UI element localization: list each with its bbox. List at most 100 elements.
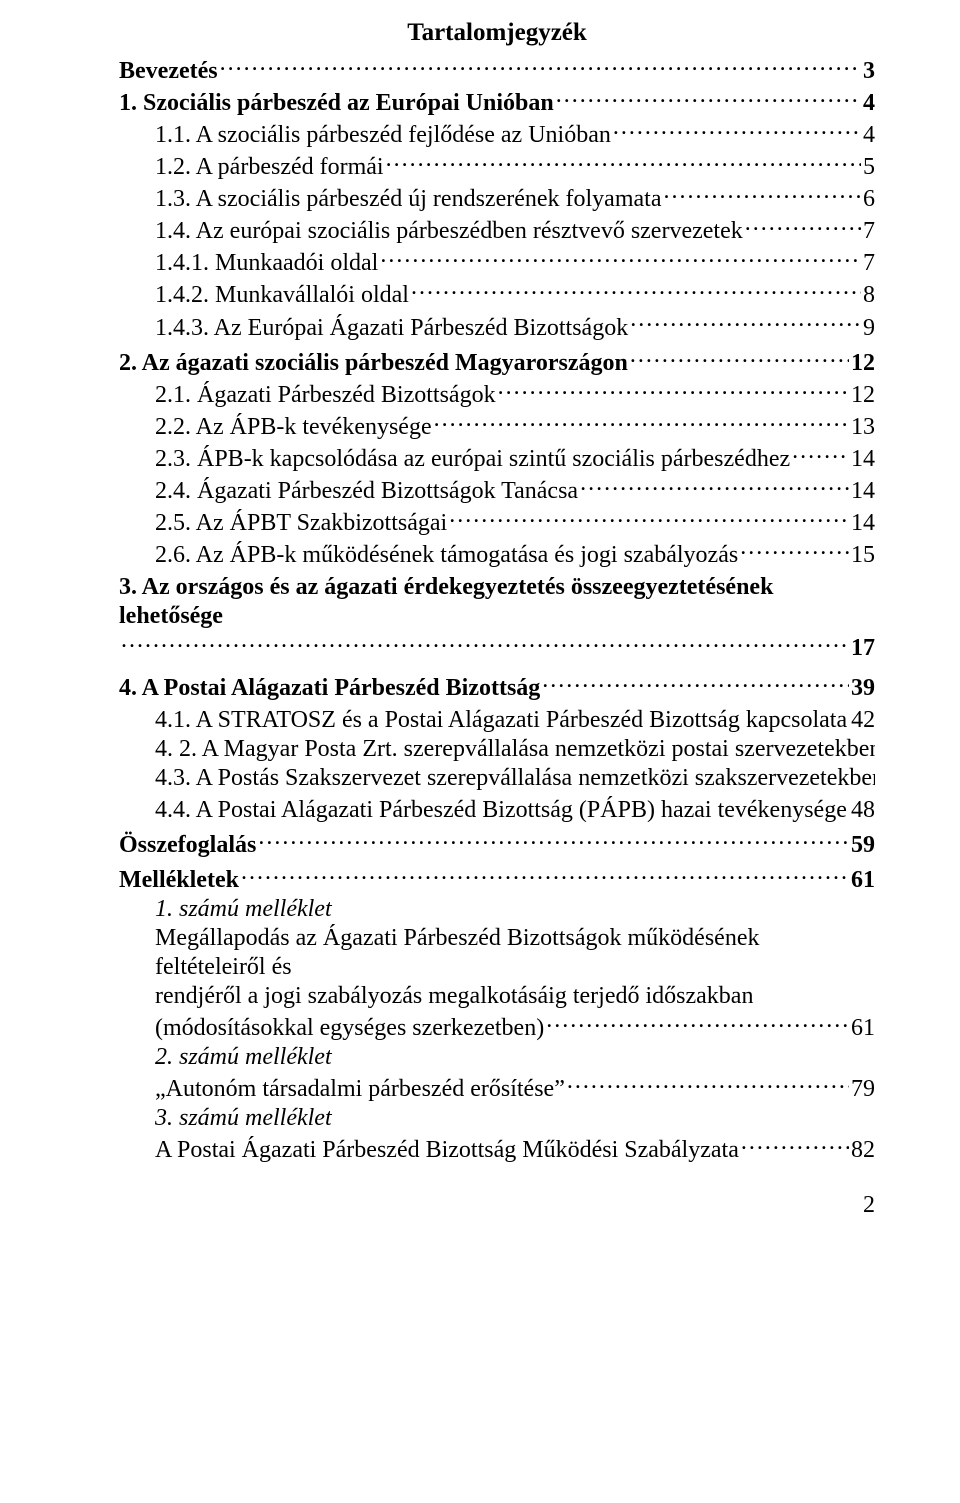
toc-leader bbox=[663, 182, 861, 206]
toc-entry-text: A Postai Ágazati Párbeszéd Bizottság Műk… bbox=[155, 1136, 739, 1165]
toc-entry-page: 79 bbox=[851, 1075, 875, 1104]
toc-leader bbox=[449, 506, 849, 530]
toc-leader bbox=[580, 474, 849, 498]
toc-entry-text: 2.3. ÁPB-k kapcsolódása az európai szint… bbox=[155, 445, 790, 474]
toc-entry-text: 2.5. Az ÁPBT Szakbizottságai bbox=[155, 509, 447, 538]
toc-entry-page: 15 bbox=[851, 541, 875, 570]
toc-title: Tartalomjegyzék bbox=[119, 18, 875, 48]
toc-leader bbox=[792, 442, 849, 466]
toc-entry-text: Mellékletek bbox=[119, 866, 239, 895]
toc-entry-text: Bevezetés bbox=[119, 57, 218, 86]
toc-entry: 1.3. A szociális párbeszéd új rendszerén… bbox=[119, 182, 875, 214]
toc-leader bbox=[386, 150, 861, 174]
toc-entry-text: 1.3. A szociális párbeszéd új rendszerén… bbox=[155, 185, 661, 214]
toc-entry: Mellékletek 61 bbox=[119, 863, 875, 895]
toc-entry-text: 1.4.3. Az Európai Ágazati Párbeszéd Bizo… bbox=[155, 314, 628, 343]
toc-leader bbox=[380, 246, 861, 270]
toc-entry-page: 59 bbox=[851, 831, 875, 860]
toc-leader bbox=[556, 86, 861, 110]
toc-entry-text: 1.1. A szociális párbeszéd fejlődése az … bbox=[155, 121, 611, 150]
toc-entry: 4. 2. A Magyar Posta Zrt. szerepvállalás… bbox=[119, 735, 875, 764]
toc-entry: 1.4.1. Munkaadói oldal 7 bbox=[119, 246, 875, 278]
toc-entry: „Autonóm társadalmi párbeszéd erősítése”… bbox=[119, 1072, 875, 1104]
toc-leader bbox=[411, 278, 861, 302]
toc-entry-text: 4.3. A Postás Szakszervezet szerepvállal… bbox=[155, 764, 875, 793]
toc-entry: Megállapodás az Ágazati Párbeszéd Bizott… bbox=[119, 924, 875, 1043]
toc-entry: 1.4. Az európai szociális párbeszédben r… bbox=[119, 214, 875, 246]
toc-entry-text: 2.4. Ágazati Párbeszéd Bizottságok Tanác… bbox=[155, 477, 578, 506]
toc-entry-page: 82 bbox=[851, 1136, 875, 1165]
toc-entry-text: 2.6. Az ÁPB-k működésének támogatása és … bbox=[155, 541, 738, 570]
toc-entry: 2.5. Az ÁPBT Szakbizottságai 14 bbox=[119, 506, 875, 538]
toc-leader bbox=[630, 346, 849, 370]
toc-entry-page: 8 bbox=[863, 281, 875, 310]
toc-entry-page: 14 bbox=[851, 477, 875, 506]
toc-entry: 3. Az országos és az ágazati érdekegyezt… bbox=[119, 573, 875, 663]
toc-entry-text: 1.4.2. Munkavállalói oldal bbox=[155, 281, 409, 310]
toc-entry-text: Összefoglalás bbox=[119, 831, 256, 860]
toc-leader bbox=[241, 863, 849, 887]
toc-leader bbox=[434, 410, 849, 434]
toc-entry: 4. A Postai Alágazati Párbeszéd Bizottsá… bbox=[119, 671, 875, 703]
toc-entry-text: 1.4. Az európai szociális párbeszédben r… bbox=[155, 217, 743, 246]
toc-entry: 2.6. Az ÁPB-k működésének támogatása és … bbox=[119, 538, 875, 570]
toc-entry: 2.3. ÁPB-k kapcsolódása az európai szint… bbox=[119, 442, 875, 474]
toc-entry-page: 48 bbox=[851, 796, 875, 825]
toc-entry: 2.2. Az ÁPB-k tevékenysége13 bbox=[119, 410, 875, 442]
toc-entry-page: 61 bbox=[851, 1014, 875, 1043]
toc-entry-page: 61 bbox=[851, 866, 875, 895]
toc-entry-page: 12 bbox=[851, 381, 875, 410]
toc-entry-text: 4. 2. A Magyar Posta Zrt. szerepvállalás… bbox=[155, 735, 875, 764]
toc-entry-page: 17 bbox=[851, 634, 875, 663]
toc-entry: 4.3. A Postás Szakszervezet szerepvállal… bbox=[119, 764, 875, 793]
toc-entry: Összefoglalás 59 bbox=[119, 828, 875, 860]
toc-entry-text: „Autonóm társadalmi párbeszéd erősítése” bbox=[155, 1075, 565, 1104]
toc-entry: 1.2. A párbeszéd formái5 bbox=[119, 150, 875, 182]
toc-entry-text: 4. A Postai Alágazati Párbeszéd Bizottsá… bbox=[119, 674, 540, 703]
toc-leader bbox=[630, 311, 861, 335]
toc-entry-page: 7 bbox=[863, 217, 875, 246]
toc-entry: 1.4.3. Az Európai Ágazati Párbeszéd Bizo… bbox=[119, 311, 875, 343]
table-of-contents: Bevezetés 3 1. Szociális párbeszéd az Euró… bbox=[119, 54, 875, 1165]
toc-entry-page: 7 bbox=[863, 249, 875, 278]
toc-leader bbox=[258, 828, 849, 852]
page-number: 2 bbox=[119, 1191, 875, 1220]
toc-entry: A Postai Ágazati Párbeszéd Bizottság Műk… bbox=[119, 1133, 875, 1165]
toc-entry-page: 9 bbox=[863, 314, 875, 343]
toc-entry: 1. Szociális párbeszéd az Európai Unióba… bbox=[119, 86, 875, 118]
toc-entry: 4.1. A STRATOSZ és a Postai Alágazati Pá… bbox=[119, 703, 875, 735]
toc-leader bbox=[567, 1072, 849, 1096]
toc-leader bbox=[542, 671, 849, 695]
toc-entry: 2.1. Ágazati Párbeszéd Bizottságok 12 bbox=[119, 378, 875, 410]
toc-entry-page: 4 bbox=[863, 89, 875, 118]
toc-entry: 1.4.2. Munkavállalói oldal 8 bbox=[119, 278, 875, 310]
toc-entry-text: 1.4.1. Munkaadói oldal bbox=[155, 249, 378, 278]
toc-leader bbox=[220, 54, 861, 78]
toc-entry-text: (módosításokkal egységes szerkezetben) bbox=[155, 1014, 544, 1043]
toc-subsection-label: 3. számú melléklet bbox=[119, 1104, 875, 1133]
toc-entry: 4.4. A Postai Alágazati Párbeszéd Bizott… bbox=[119, 793, 875, 825]
toc-entry-text: 1. Szociális párbeszéd az Európai Unióba… bbox=[119, 89, 554, 118]
toc-entry-page: 4 bbox=[863, 121, 875, 150]
toc-entry: 2.4. Ágazati Párbeszéd Bizottságok Tanác… bbox=[119, 474, 875, 506]
toc-entry-page: 6 bbox=[863, 185, 875, 214]
toc-leader bbox=[745, 214, 861, 238]
toc-entry-page: 5 bbox=[863, 153, 875, 182]
toc-entry-page: 14 bbox=[851, 509, 875, 538]
toc-entry-page: 3 bbox=[863, 57, 875, 86]
toc-entry-page: 12 bbox=[851, 349, 875, 378]
toc-subsection-label: 1. számú melléklet bbox=[119, 895, 875, 924]
toc-entry: 2. Az ágazati szociális párbeszéd Magyar… bbox=[119, 346, 875, 378]
toc-entry: 1.1. A szociális párbeszéd fejlődése az … bbox=[119, 118, 875, 150]
toc-subsection-label: 2. számú melléklet bbox=[119, 1043, 875, 1072]
toc-leader bbox=[613, 118, 861, 142]
toc-entry-page: 13 bbox=[851, 413, 875, 442]
toc-entry-text: 2. Az ágazati szociális párbeszéd Magyar… bbox=[119, 349, 628, 378]
toc-entry: Bevezetés 3 bbox=[119, 54, 875, 86]
toc-entry-page: 14 bbox=[851, 445, 875, 474]
toc-entry-text: 2.1. Ágazati Párbeszéd Bizottságok bbox=[155, 381, 496, 410]
toc-leader bbox=[741, 1133, 849, 1157]
toc-entry-page: 39 bbox=[851, 674, 875, 703]
toc-leader bbox=[546, 1011, 849, 1035]
toc-leader bbox=[498, 378, 849, 402]
